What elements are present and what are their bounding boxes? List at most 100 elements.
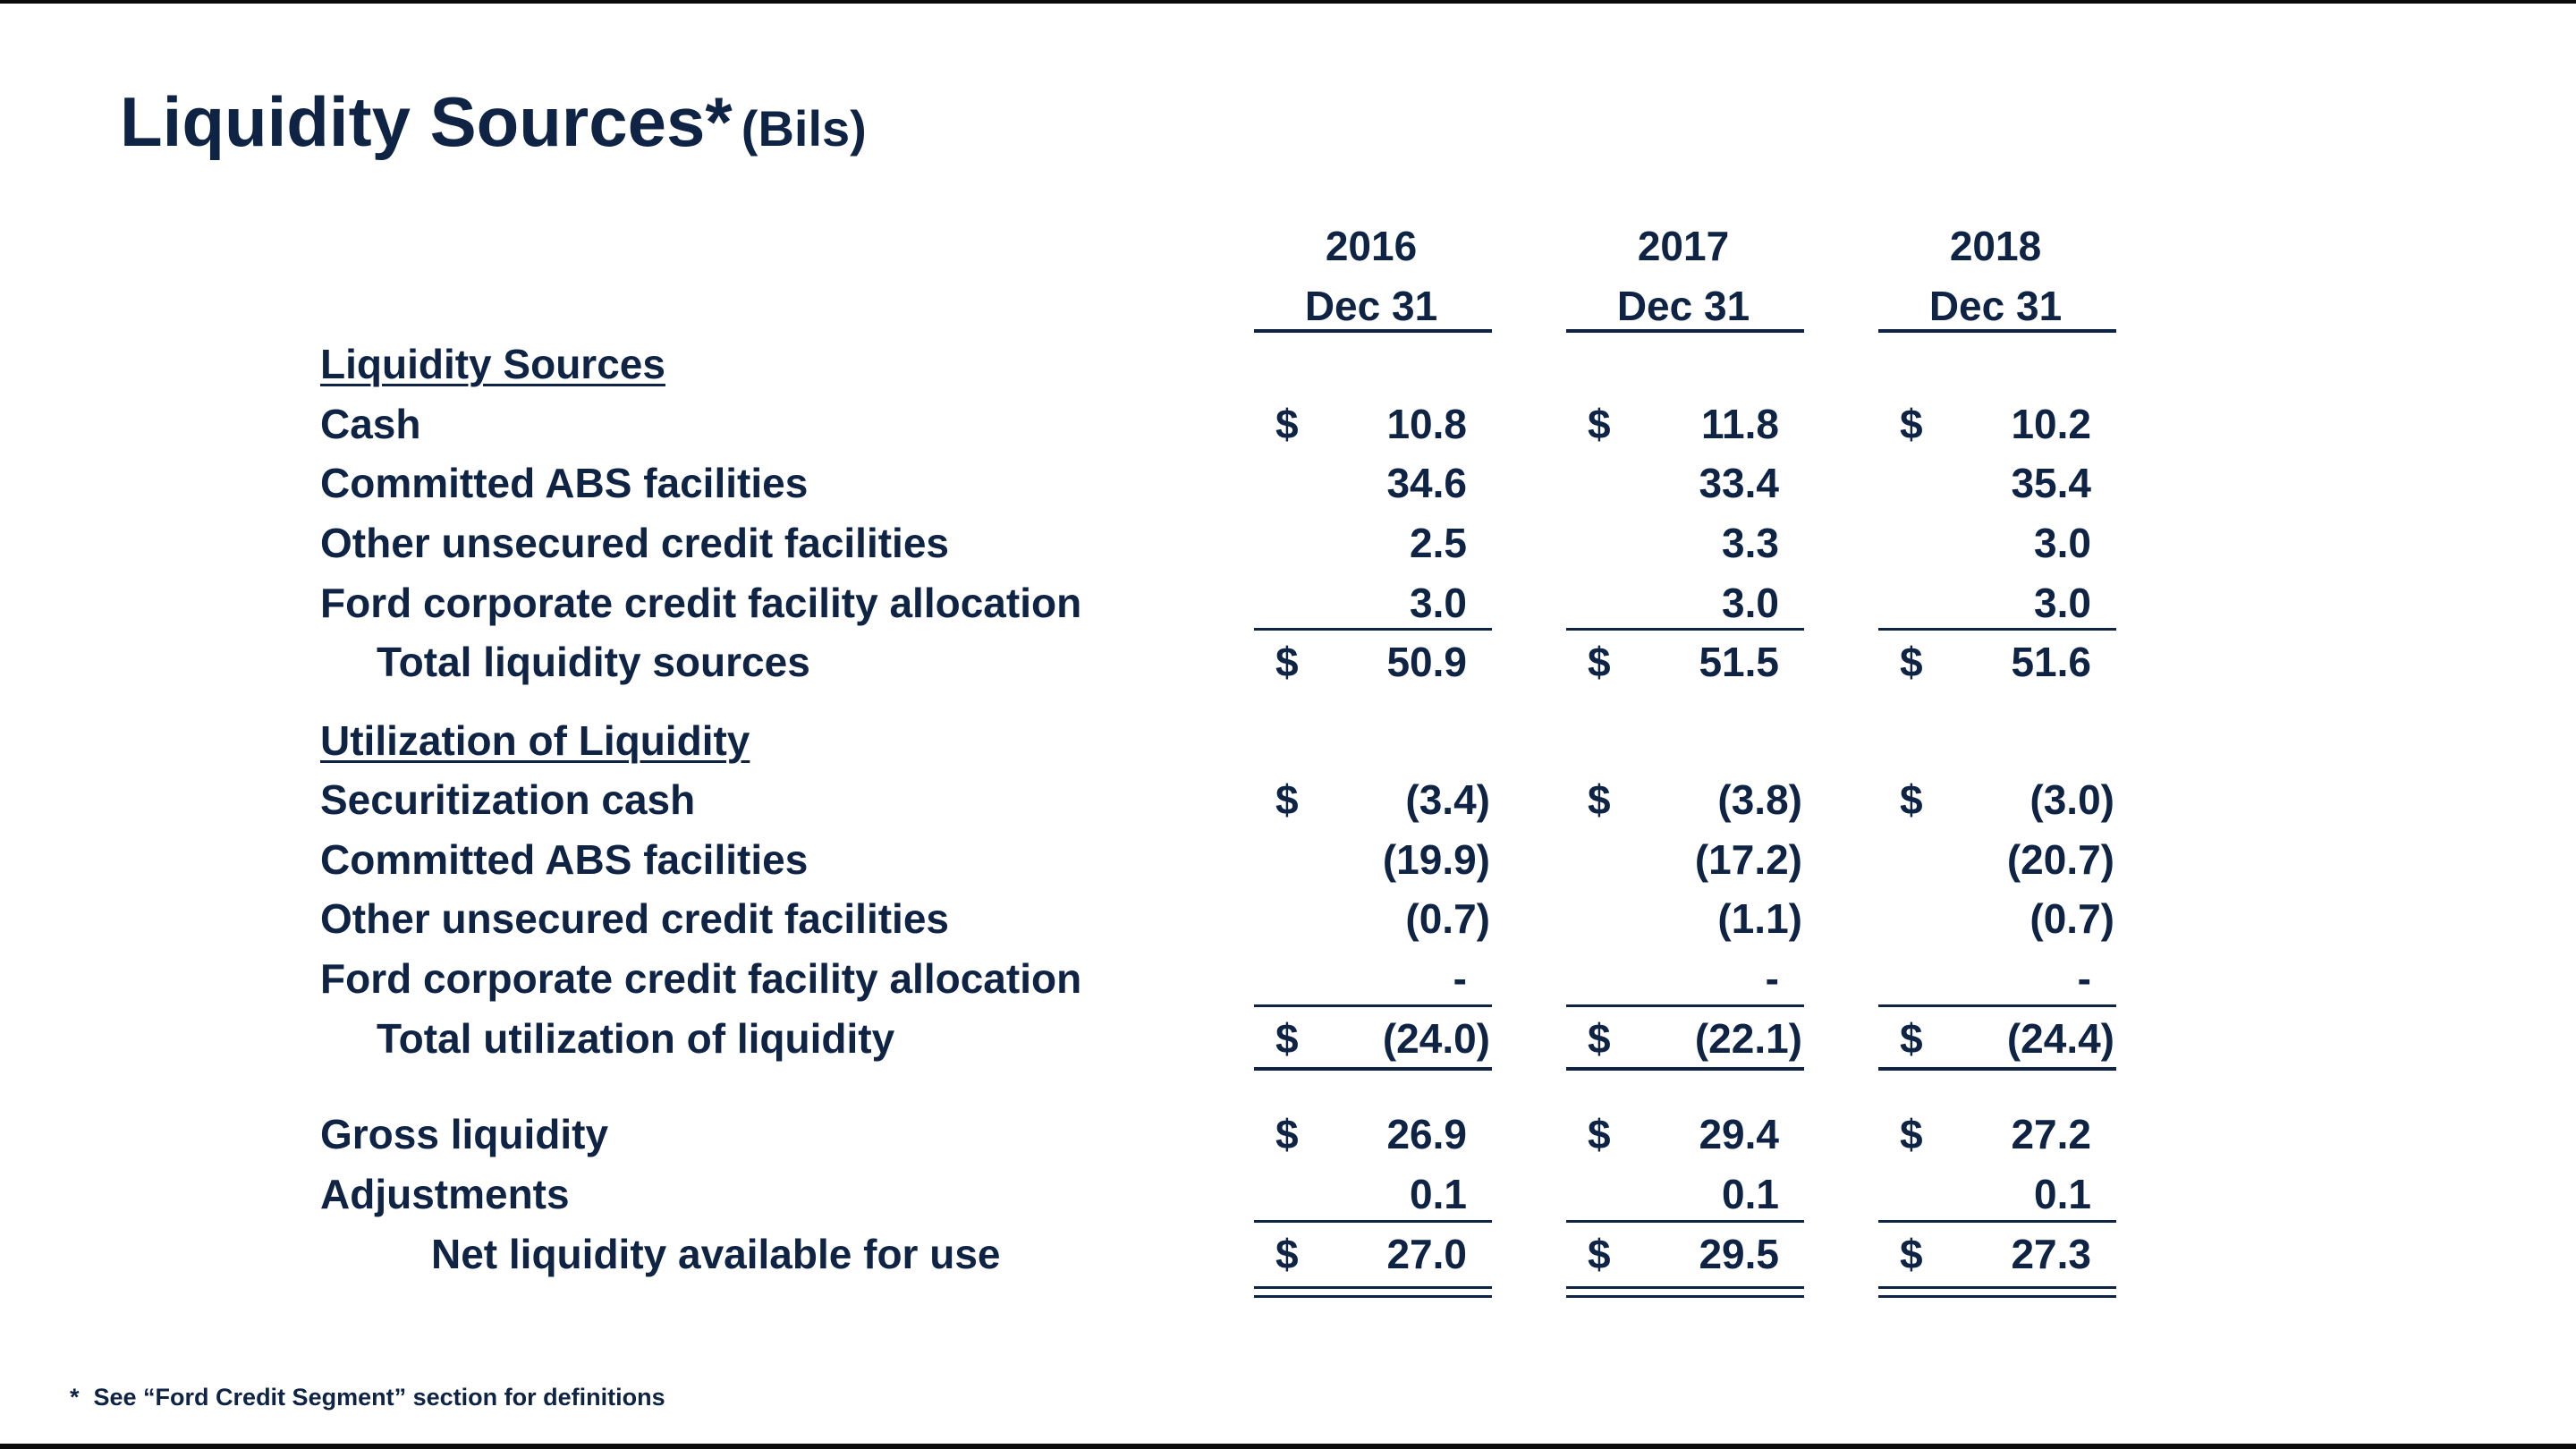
- footnote-text: See “Ford Credit Segment” section for de…: [93, 1384, 665, 1411]
- section-heading: Liquidity Sources: [320, 341, 665, 387]
- row-value: 10.8: [1386, 401, 1467, 447]
- row-dollar: $: [1900, 1111, 1923, 1157]
- footnote-marker: *: [70, 1384, 80, 1411]
- subtotal-rule: [1878, 1004, 2116, 1007]
- row-value: 35.4: [2011, 460, 2091, 506]
- net-total-value: 29.5: [1699, 1231, 1779, 1277]
- row-value: 29.4: [1699, 1111, 1779, 1157]
- column-date-header: Dec 31: [1616, 283, 1750, 329]
- row-value: 11.8: [1701, 401, 1779, 447]
- row-value: -: [2077, 955, 2091, 1002]
- row-label: Other unsecured credit facilities: [320, 895, 950, 942]
- double-underline-top: [1254, 1286, 1492, 1289]
- row-value: (17.2): [1694, 836, 1802, 883]
- double-underline-bottom: [1254, 1295, 1492, 1298]
- section-heading: Utilization of Liquidity: [320, 717, 750, 764]
- row-dollar: $: [1275, 776, 1299, 823]
- total-dollar: $: [1900, 1015, 1923, 1062]
- row-value: 3.0: [2034, 520, 2091, 566]
- subtotal-rule: [1254, 1004, 1492, 1007]
- double-underline-top: [1566, 1286, 1804, 1289]
- row-value: 10.2: [2011, 401, 2091, 447]
- row-dollar: $: [1900, 401, 1923, 447]
- row-value: 2.5: [1410, 520, 1467, 566]
- total-dollar: $: [1275, 639, 1299, 685]
- double-underline-bottom: [1566, 1295, 1804, 1298]
- row-label: Ford corporate credit facility allocatio…: [320, 580, 1082, 626]
- row-value: 0.1: [1722, 1171, 1779, 1217]
- row-value: 3.3: [1722, 520, 1779, 566]
- column-date-header: Dec 31: [1928, 283, 2063, 329]
- row-value: (20.7): [2006, 836, 2114, 883]
- row-value: 3.0: [1410, 580, 1467, 626]
- row-value: 34.6: [1386, 460, 1467, 506]
- bottom-border: [0, 1444, 2576, 1449]
- total-dollar: $: [1588, 1015, 1611, 1062]
- row-label: Adjustments: [320, 1171, 570, 1217]
- total-dollar: $: [1588, 639, 1611, 685]
- subtotal-rule: [1254, 628, 1492, 631]
- total-underline: [1878, 1067, 2116, 1071]
- row-dollar: $: [1275, 401, 1299, 447]
- row-value: 33.4: [1699, 460, 1779, 506]
- subtotal-rule: [1878, 1220, 2116, 1223]
- row-label: Gross liquidity: [320, 1111, 609, 1157]
- row-value: (3.8): [1717, 776, 1802, 823]
- row-label: Other unsecured credit facilities: [320, 520, 950, 566]
- row-dollar: $: [1588, 1111, 1611, 1157]
- subtotal-rule: [1878, 628, 2116, 631]
- column-header-rule: [1566, 329, 1804, 333]
- subtotal-rule: [1254, 1220, 1492, 1223]
- total-value: 50.9: [1386, 639, 1467, 685]
- total-underline: [1254, 1067, 1492, 1071]
- top-border: [0, 0, 2576, 4]
- total-value: (22.1): [1694, 1015, 1802, 1062]
- title-unit: (Bils): [741, 100, 867, 157]
- net-total-label: Net liquidity available for use: [431, 1231, 1001, 1277]
- net-total-dollar: $: [1588, 1231, 1611, 1277]
- subtotal-rule: [1566, 1220, 1804, 1223]
- row-value: -: [1765, 955, 1779, 1002]
- row-value: (3.4): [1405, 776, 1490, 823]
- row-dollar: $: [1588, 401, 1611, 447]
- net-total-value: 27.3: [2011, 1231, 2091, 1277]
- column-header-rule: [1878, 329, 2116, 333]
- row-value: (3.0): [2029, 776, 2114, 823]
- column-date-header: Dec 31: [1304, 283, 1438, 329]
- double-underline-top: [1878, 1286, 2116, 1289]
- row-value: (0.7): [1405, 895, 1490, 942]
- row-value: (19.9): [1382, 836, 1490, 883]
- row-dollar: $: [1900, 776, 1923, 823]
- total-value: 51.5: [1699, 639, 1779, 685]
- total-value: 51.6: [2011, 639, 2091, 685]
- row-dollar: $: [1275, 1111, 1299, 1157]
- row-value: (0.7): [2029, 895, 2114, 942]
- row-value: -: [1453, 955, 1467, 1002]
- row-value: 0.1: [2034, 1171, 2091, 1217]
- total-dollar: $: [1275, 1015, 1299, 1062]
- net-total-value: 27.0: [1386, 1231, 1467, 1277]
- total-label: Total utilization of liquidity: [377, 1015, 895, 1062]
- total-underline: [1566, 1067, 1804, 1071]
- total-value: (24.0): [1382, 1015, 1490, 1062]
- net-total-dollar: $: [1275, 1231, 1299, 1277]
- row-label: Securitization cash: [320, 776, 696, 823]
- column-header-rule: [1254, 329, 1492, 333]
- net-total-dollar: $: [1900, 1231, 1923, 1277]
- row-label: Ford corporate credit facility allocatio…: [320, 955, 1082, 1002]
- double-underline-bottom: [1878, 1295, 2116, 1298]
- row-value: (1.1): [1717, 895, 1802, 942]
- row-label: Committed ABS facilities: [320, 836, 809, 883]
- subtotal-rule: [1566, 628, 1804, 631]
- row-dollar: $: [1588, 776, 1611, 823]
- row-value: 3.0: [1722, 580, 1779, 626]
- column-year-header: 2018: [1949, 223, 2042, 269]
- row-value: 0.1: [1410, 1171, 1467, 1217]
- subtotal-rule: [1566, 1004, 1804, 1007]
- total-value: (24.4): [2006, 1015, 2114, 1062]
- total-dollar: $: [1900, 639, 1923, 685]
- footnote: * See “Ford Credit Segment” section for d…: [70, 1379, 665, 1415]
- title-main: Liquidity Sources*: [120, 82, 733, 161]
- total-label: Total liquidity sources: [377, 639, 810, 685]
- row-value: 3.0: [2034, 580, 2091, 626]
